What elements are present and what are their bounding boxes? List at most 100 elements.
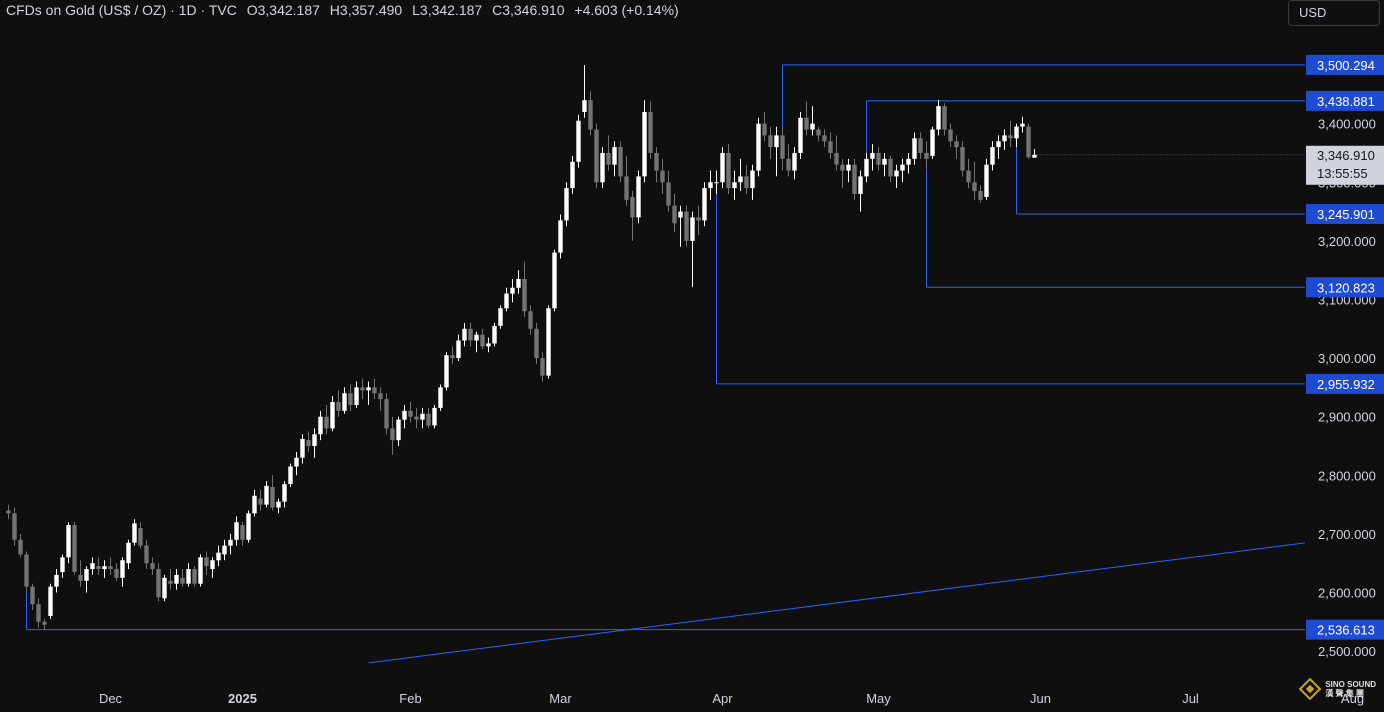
candle-body[interactable]: [954, 141, 959, 148]
candle-body[interactable]: [384, 399, 389, 429]
candle-body[interactable]: [480, 334, 485, 347]
candle-body[interactable]: [126, 542, 131, 564]
level-tag[interactable]: [1306, 277, 1384, 298]
candle-body[interactable]: [984, 164, 989, 197]
candle-body[interactable]: [102, 566, 107, 570]
candle-body[interactable]: [852, 164, 857, 194]
candle-body[interactable]: [366, 387, 371, 391]
candle-body[interactable]: [810, 123, 815, 130]
candle-body[interactable]: [660, 170, 665, 183]
candle-body[interactable]: [282, 484, 287, 502]
candle-body[interactable]: [816, 129, 821, 136]
candle-body[interactable]: [24, 554, 29, 587]
candle-body[interactable]: [822, 135, 827, 142]
candle-body[interactable]: [174, 574, 179, 584]
candle-body[interactable]: [492, 325, 497, 344]
candle-body[interactable]: [756, 123, 761, 171]
candle-body[interactable]: [246, 513, 251, 540]
candle-body[interactable]: [48, 586, 53, 616]
candle-body[interactable]: [36, 604, 41, 622]
candle-body[interactable]: [240, 525, 245, 540]
candle-body[interactable]: [534, 328, 539, 359]
candle-body[interactable]: [414, 416, 419, 420]
candle-body[interactable]: [846, 164, 851, 171]
candle-body[interactable]: [306, 440, 311, 446]
candle-body[interactable]: [576, 120, 581, 162]
candle-body[interactable]: [738, 176, 743, 183]
candle-body[interactable]: [300, 438, 305, 458]
candle-body[interactable]: [684, 211, 689, 241]
candle-body[interactable]: [708, 182, 713, 189]
candle-body[interactable]: [114, 569, 119, 578]
candle-body[interactable]: [360, 387, 365, 391]
level-tag[interactable]: [1306, 203, 1384, 224]
candle-body[interactable]: [894, 170, 899, 177]
candle-body[interactable]: [690, 217, 695, 241]
candle-body[interactable]: [192, 569, 197, 584]
candle-body[interactable]: [876, 152, 881, 165]
candle-body[interactable]: [942, 106, 947, 130]
candle-body[interactable]: [72, 525, 77, 572]
candle-body[interactable]: [522, 278, 527, 312]
candle-body[interactable]: [912, 138, 917, 159]
candle-body[interactable]: [342, 393, 347, 411]
candle-body[interactable]: [948, 129, 953, 142]
candle-body[interactable]: [420, 413, 425, 420]
candle-body[interactable]: [654, 152, 659, 171]
candle-body[interactable]: [858, 176, 863, 194]
candle-body[interactable]: [6, 510, 11, 514]
candle-body[interactable]: [60, 557, 65, 572]
candle-body[interactable]: [624, 176, 629, 200]
candle-body[interactable]: [150, 563, 155, 570]
level-tag[interactable]: [1306, 619, 1384, 640]
candle-body[interactable]: [600, 152, 605, 183]
candle-body[interactable]: [270, 487, 275, 508]
candle-body[interactable]: [678, 211, 683, 218]
candle-body[interactable]: [96, 566, 101, 570]
candle-body[interactable]: [132, 523, 137, 543]
candle-body[interactable]: [18, 539, 23, 555]
candle-body[interactable]: [900, 164, 905, 171]
candle-body[interactable]: [1008, 135, 1013, 139]
candle-body[interactable]: [318, 416, 323, 435]
candle-body[interactable]: [762, 123, 767, 136]
candle-body[interactable]: [546, 308, 551, 376]
candle-body[interactable]: [732, 182, 737, 189]
candle-body[interactable]: [666, 182, 671, 206]
candle-body[interactable]: [348, 393, 353, 405]
candle-body[interactable]: [642, 111, 647, 177]
candle-body[interactable]: [528, 311, 533, 329]
candle-body[interactable]: [990, 147, 995, 165]
candle-body[interactable]: [618, 147, 623, 177]
candle-body[interactable]: [714, 182, 719, 184]
candle-body[interactable]: [996, 141, 1001, 148]
candle-body[interactable]: [426, 413, 431, 426]
candle-body[interactable]: [336, 402, 341, 411]
candle-body[interactable]: [510, 287, 515, 294]
candle-body[interactable]: [42, 621, 47, 625]
candle-body[interactable]: [804, 117, 809, 130]
candle-body[interactable]: [258, 498, 263, 505]
candle-body[interactable]: [798, 117, 803, 153]
candle-body[interactable]: [1020, 123, 1025, 127]
candle-body[interactable]: [144, 545, 149, 564]
candle-body[interactable]: [780, 135, 785, 159]
symbol-title[interactable]: CFDs on Gold (US$ / OZ): [6, 2, 167, 18]
candle-body[interactable]: [726, 152, 731, 189]
candle-body[interactable]: [222, 545, 227, 555]
candle-body[interactable]: [66, 525, 71, 558]
candle-body[interactable]: [696, 217, 701, 221]
candle-body[interactable]: [828, 141, 833, 153]
candle-body[interactable]: [162, 577, 167, 599]
candle-body[interactable]: [702, 188, 707, 221]
candle-body[interactable]: [978, 191, 983, 200]
interval[interactable]: 1D: [178, 2, 197, 18]
level-tag[interactable]: [1306, 54, 1384, 75]
candle-body[interactable]: [444, 355, 449, 388]
candle-body[interactable]: [462, 328, 467, 341]
candle-body[interactable]: [570, 161, 575, 189]
candle-body[interactable]: [120, 560, 125, 578]
candle-body[interactable]: [234, 522, 239, 540]
trendline[interactable]: [368, 542, 1306, 664]
